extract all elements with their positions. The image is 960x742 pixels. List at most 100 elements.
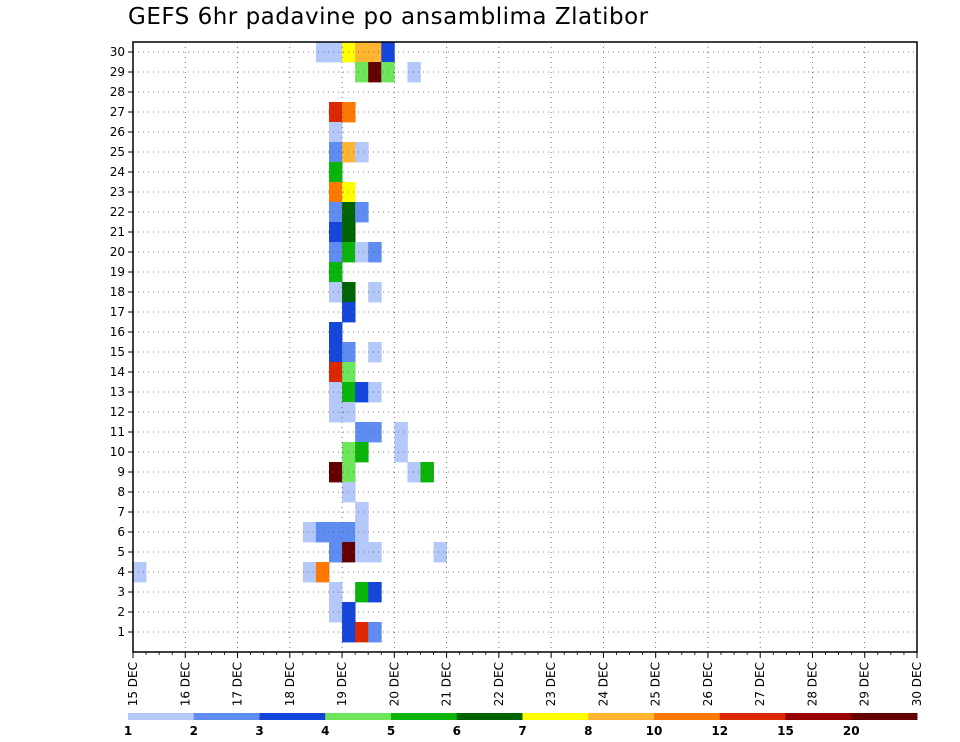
precip-cell	[329, 162, 343, 183]
precip-cell	[355, 502, 369, 523]
precip-cell	[329, 402, 343, 423]
precip-cell	[355, 442, 369, 463]
legend-swatch	[785, 713, 852, 720]
y-tick-label: 4	[117, 565, 125, 579]
x-tick-label: 25 DEC	[649, 662, 663, 706]
legend-label: 15	[777, 724, 794, 738]
y-tick-label: 16	[110, 325, 125, 339]
precip-cell	[368, 582, 382, 603]
x-tick-label: 15 DEC	[126, 662, 140, 706]
precip-cell	[329, 202, 343, 223]
precip-cell	[315, 42, 330, 63]
x-tick-label: 18 DEC	[283, 662, 297, 706]
x-tick-label: 17 DEC	[231, 662, 245, 706]
y-tick-label: 18	[110, 285, 125, 299]
y-tick-label: 24	[110, 165, 125, 179]
y-tick-label: 7	[117, 505, 125, 519]
precip-cell	[329, 522, 343, 543]
precip-cell	[355, 422, 369, 443]
x-tick-label: 24 DEC	[596, 662, 610, 706]
y-tick-label: 28	[110, 85, 125, 99]
precip-cell	[329, 582, 343, 603]
y-tick-label: 17	[110, 305, 125, 319]
legend-label: 6	[453, 724, 461, 738]
legend-swatch	[325, 713, 392, 720]
precip-cell	[133, 562, 147, 583]
y-tick-label: 26	[110, 125, 125, 139]
x-tick-label: 20 DEC	[387, 662, 401, 706]
precip-cell	[329, 222, 343, 243]
x-tick-label: 28 DEC	[805, 662, 819, 706]
y-tick-label: 10	[110, 445, 125, 459]
x-axis: 15 DEC 16 DEC 17 DEC 18 DEC 19 DEC 20 DEC 21 D…	[126, 652, 924, 706]
precip-cell	[329, 122, 343, 143]
legend-swatch	[128, 713, 195, 720]
y-tick-label: 22	[110, 205, 125, 219]
legend-label: 10	[646, 724, 663, 738]
y-tick-label: 15	[110, 345, 125, 359]
x-tick-label: 19 DEC	[335, 662, 349, 706]
precip-cell	[355, 542, 369, 563]
precip-cell	[329, 102, 343, 123]
precip-cell	[368, 542, 382, 563]
legend-label: 5	[387, 724, 395, 738]
precip-cell	[407, 62, 421, 83]
y-tick-label: 20	[110, 245, 125, 259]
precip-cell	[329, 322, 343, 343]
x-tick-label: 27 DEC	[753, 662, 767, 706]
legend-swatch	[193, 713, 260, 720]
precip-cell	[329, 462, 343, 483]
grid-layer	[133, 42, 917, 652]
precip-cell	[368, 282, 382, 303]
y-tick-label: 30	[110, 45, 125, 59]
legend-label: 7	[518, 724, 526, 738]
legend-swatch	[588, 713, 655, 720]
x-tick-label: 21 DEC	[440, 662, 454, 706]
precip-cell	[329, 182, 343, 203]
y-tick-label: 2	[117, 605, 125, 619]
precip-cell	[433, 542, 447, 563]
y-tick-label: 6	[117, 525, 125, 539]
x-tick-label: 30 DEC	[910, 662, 924, 706]
y-tick-label: 29	[110, 65, 125, 79]
y-tick-label: 13	[110, 385, 125, 399]
y-tick-label: 23	[110, 185, 125, 199]
x-tick-label: 16 DEC	[178, 662, 192, 706]
y-tick-label: 3	[117, 585, 125, 599]
legend-swatch	[391, 713, 458, 720]
precip-cell	[394, 422, 408, 443]
precip-cell	[355, 522, 369, 543]
legend-label: 8	[584, 724, 592, 738]
y-tick-label: 9	[117, 465, 125, 479]
precip-cell	[355, 382, 369, 403]
precip-cell	[355, 62, 369, 83]
precip-cell	[407, 462, 421, 483]
precip-cell	[329, 262, 343, 283]
legend-label: 2	[190, 724, 198, 738]
precip-cell	[302, 562, 317, 583]
legend: 1 2 3 4 5 6 7 8 10 12 15 20	[124, 713, 918, 738]
precip-cell	[329, 282, 343, 303]
y-tick-label: 25	[110, 145, 125, 159]
precip-cell	[368, 42, 382, 63]
plot-frame	[132, 41, 918, 653]
precip-cell	[355, 622, 369, 643]
precip-cell	[355, 242, 369, 263]
precip-cell	[329, 242, 343, 263]
y-tick-label: 8	[117, 485, 125, 499]
precip-cell	[394, 442, 408, 463]
precip-cell	[315, 562, 330, 583]
precip-cell	[329, 602, 343, 623]
legend-label: 3	[255, 724, 263, 738]
precip-cell	[355, 42, 369, 63]
cells-layer	[133, 42, 447, 643]
precip-cell	[355, 142, 369, 163]
precip-cell	[329, 362, 343, 383]
y-tick-label: 11	[110, 425, 125, 439]
precip-cell	[368, 622, 382, 643]
legend-swatch	[654, 713, 721, 720]
x-tick-label: 26 DEC	[701, 662, 715, 706]
precip-cell	[368, 62, 382, 83]
legend-label: 12	[711, 724, 728, 738]
y-tick-label: 21	[110, 225, 125, 239]
